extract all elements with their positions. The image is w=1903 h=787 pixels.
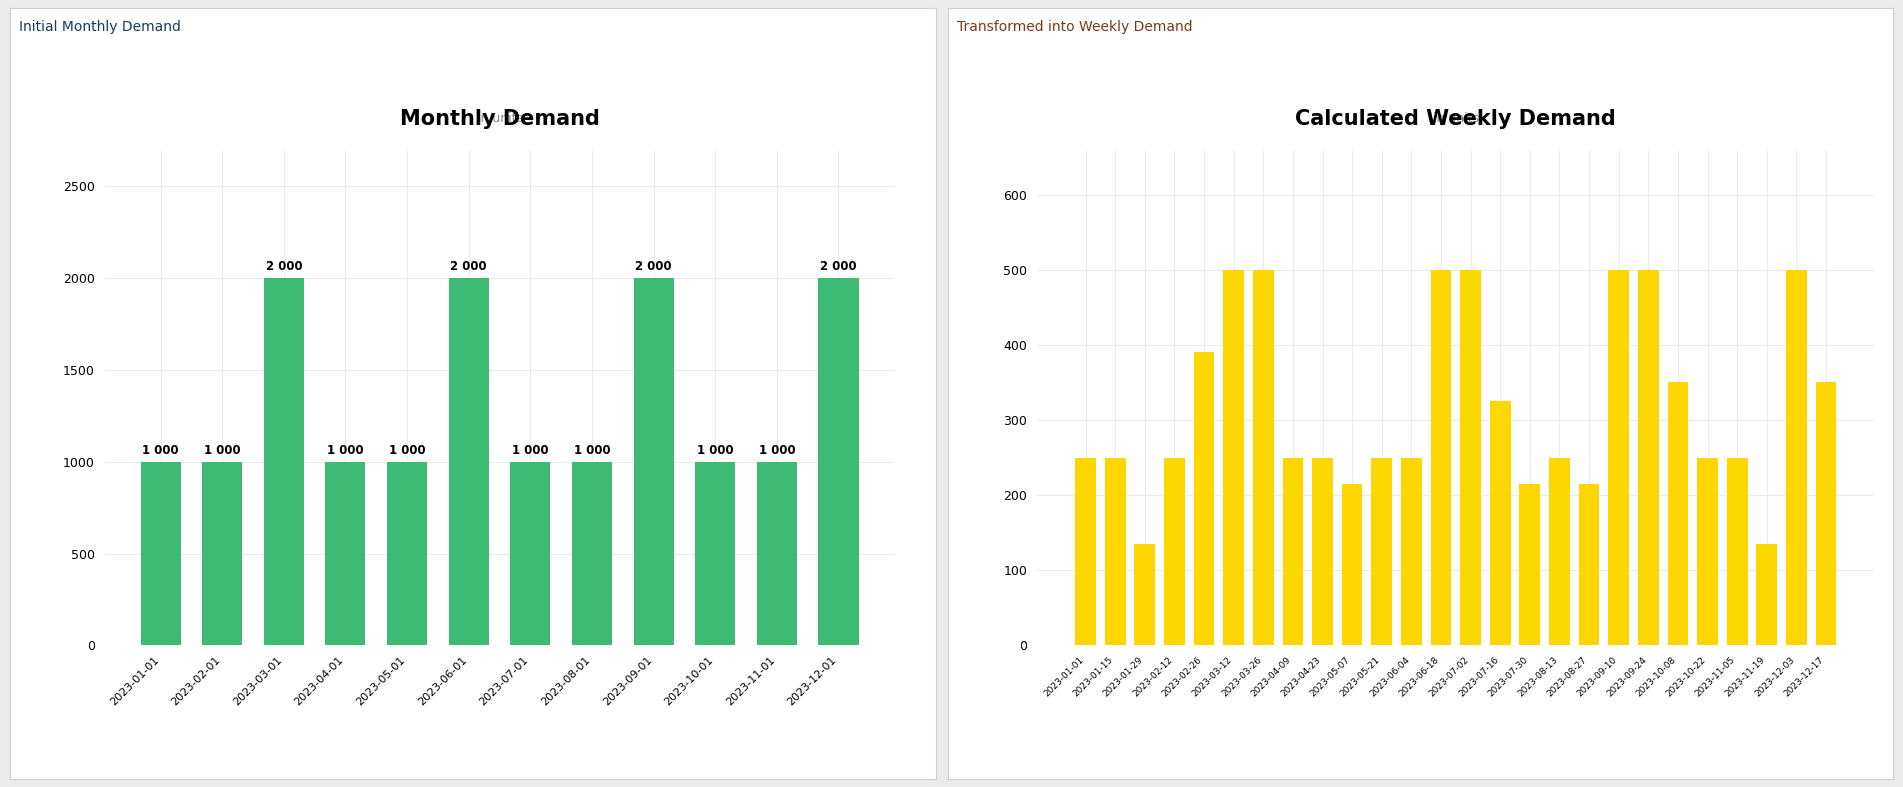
Title: Monthly Demand: Monthly Demand (400, 109, 599, 128)
Text: 1 000: 1 000 (696, 444, 733, 457)
Bar (1313, 457, 1332, 645)
Bar (573, 462, 613, 645)
Text: Transformed into Weekly Demand: Transformed into Weekly Demand (957, 20, 1193, 34)
Text: 1 000: 1 000 (573, 444, 611, 457)
Text: in units: in units (476, 113, 523, 125)
Bar (202, 462, 242, 645)
Bar (1638, 270, 1659, 645)
Bar (265, 278, 304, 645)
Bar (449, 278, 489, 645)
Text: 2 000: 2 000 (636, 260, 672, 273)
Bar (1549, 457, 1570, 645)
Text: 1 000: 1 000 (759, 444, 795, 457)
Text: 1 000: 1 000 (204, 444, 240, 457)
Bar (1283, 457, 1304, 645)
Text: 1 000: 1 000 (143, 444, 179, 457)
Bar (1579, 484, 1599, 645)
Text: 2 000: 2 000 (266, 260, 303, 273)
Bar (510, 462, 550, 645)
Bar (695, 462, 735, 645)
Bar (1608, 270, 1629, 645)
Text: Initial Monthly Demand: Initial Monthly Demand (19, 20, 181, 34)
Bar (1193, 353, 1214, 645)
Bar (1726, 457, 1747, 645)
Bar (325, 462, 365, 645)
Text: in units: in units (1433, 113, 1479, 125)
Bar (634, 278, 674, 645)
Bar (1490, 401, 1511, 645)
Bar (1075, 457, 1096, 645)
Bar (1106, 457, 1125, 645)
Bar (1667, 382, 1688, 645)
Bar (1372, 457, 1393, 645)
Text: 1 000: 1 000 (327, 444, 363, 457)
Bar (1787, 270, 1806, 645)
Text: 2 000: 2 000 (820, 260, 856, 273)
Bar (1252, 270, 1273, 645)
Bar (1460, 270, 1481, 645)
Bar (141, 462, 181, 645)
Bar (1165, 457, 1186, 645)
Bar (1134, 544, 1155, 645)
Bar (818, 278, 858, 645)
Bar (1815, 382, 1836, 645)
Title: Calculated Weekly Demand: Calculated Weekly Demand (1296, 109, 1616, 128)
Bar (1342, 484, 1363, 645)
Bar (1697, 457, 1718, 645)
Bar (757, 462, 797, 645)
Text: 2 000: 2 000 (451, 260, 487, 273)
Text: 1 000: 1 000 (388, 444, 426, 457)
Bar (1401, 457, 1422, 645)
Bar (1224, 270, 1245, 645)
Text: 1 000: 1 000 (512, 444, 548, 457)
Bar (386, 462, 426, 645)
Bar (1431, 270, 1452, 645)
Bar (1519, 484, 1540, 645)
Bar (1756, 544, 1777, 645)
